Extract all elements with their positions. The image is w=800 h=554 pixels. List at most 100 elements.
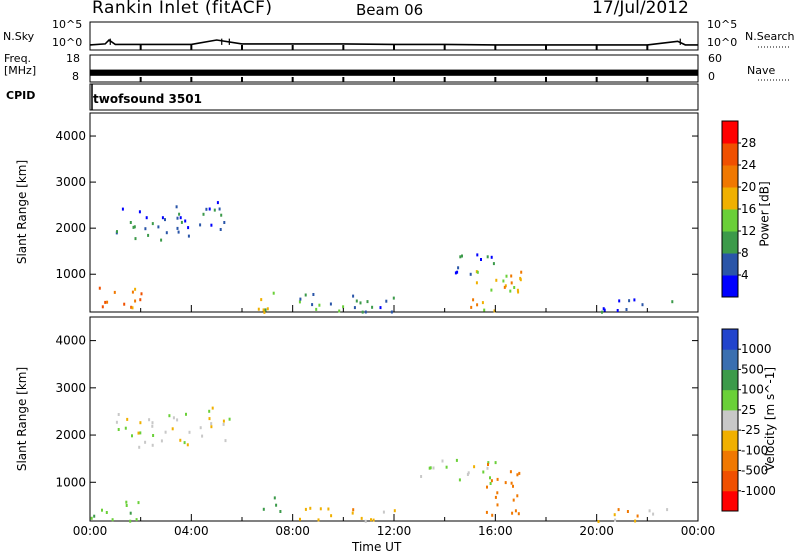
velocity-ytick-label-2: 3000: [55, 381, 86, 395]
power-cell: [510, 281, 513, 285]
velocity-cell: [489, 482, 492, 485]
power-cell: [461, 254, 463, 258]
date-title: 17/Jul/2012: [592, 0, 689, 18]
power-cell: [480, 258, 482, 261]
power-cell: [318, 303, 321, 307]
power-cell: [180, 220, 183, 224]
power-cell: [504, 284, 507, 288]
power-cell: [392, 296, 395, 300]
velocity-cell: [514, 509, 517, 513]
axes: 1000 2000 3000 4000 1000 2000 3000 4000 00:00 04:…: [55, 45, 715, 538]
velocity-cell: [90, 516, 93, 520]
velocity-cell: [93, 514, 96, 518]
nsearch-label: N.Search: [745, 30, 795, 43]
power-cell: [628, 299, 631, 303]
power-cell: [187, 226, 190, 230]
velocity-cbar-swatch-4: [722, 409, 738, 431]
velocity-cell: [327, 507, 330, 511]
velocity-cell: [429, 466, 432, 470]
velocity-cell: [129, 519, 132, 523]
power-cell: [220, 213, 223, 217]
velocity-cell: [496, 477, 499, 481]
velocity-cell: [210, 425, 213, 429]
velocity-cell: [486, 466, 489, 470]
power-cell: [176, 216, 179, 220]
power-cell: [113, 290, 116, 294]
power-cell: [671, 300, 674, 304]
velocity-cell: [494, 495, 497, 499]
power-cell: [633, 298, 636, 302]
power-cell: [157, 225, 160, 229]
velocity-cell: [299, 517, 301, 521]
velocity-cell: [304, 507, 307, 511]
velocity-cell: [487, 461, 490, 465]
velocity-cell: [467, 471, 470, 475]
velocity-cell: [511, 511, 514, 515]
power-cell: [264, 308, 267, 312]
power-cell: [483, 308, 486, 312]
velocity-cell: [512, 484, 514, 488]
power-cell: [213, 208, 216, 212]
power-cell: [390, 310, 393, 314]
velocity-cell: [613, 513, 616, 517]
power-cbar-tick-label-5: 24: [741, 158, 756, 172]
velocity-cell: [458, 478, 461, 482]
velocity-cell: [496, 491, 499, 495]
power-ytick-label-2: 3000: [55, 175, 86, 189]
x-axis-label: Time UT: [352, 540, 402, 554]
power-cbar-swatch-1: [722, 253, 738, 276]
power-cell: [476, 253, 479, 257]
velocity-cbar-swatch-1: [722, 470, 738, 492]
power-cell: [164, 218, 166, 222]
freq-series: [90, 69, 790, 81]
velocity-cbar-swatch-3: [722, 430, 738, 451]
power-cell: [379, 306, 382, 310]
velocity-cell: [382, 510, 385, 514]
power-cell: [134, 299, 137, 303]
power-cell: [177, 230, 180, 234]
velocity-cbar-swatch-5: [722, 389, 738, 411]
power-cell: [385, 299, 388, 303]
x-tick-label-6: 00:00: [681, 524, 716, 538]
velocity-cell: [634, 519, 637, 523]
velocity-cell: [364, 519, 367, 523]
velocity-cell: [168, 414, 171, 418]
velocity-cbar-swatch-0: [722, 490, 738, 512]
velocity-cell: [319, 507, 322, 511]
nsearch-tick-top: 10^5: [707, 18, 738, 31]
velocity-cell: [208, 409, 211, 413]
velocity-cell: [262, 507, 265, 511]
power-cell: [490, 288, 493, 292]
velocity-cell: [101, 508, 103, 512]
velocity-cell: [138, 445, 141, 449]
power-cell: [205, 207, 208, 211]
power-cell: [132, 225, 135, 229]
velocity-cbar-swatch-7: [722, 349, 738, 370]
velocity-cbar-swatch-8: [722, 329, 738, 350]
power-cell: [216, 201, 219, 205]
velocity-cell: [512, 498, 515, 502]
velocity-cell: [188, 430, 191, 434]
power-cell: [260, 298, 263, 302]
velocity-cell: [105, 511, 108, 514]
velocity-cell: [222, 419, 225, 423]
power-cell: [202, 212, 205, 216]
beam-title: Beam 06: [356, 1, 424, 19]
power-cell: [459, 255, 462, 259]
velocity-cell: [152, 434, 155, 437]
freq-label-line1: Freq.: [4, 52, 32, 65]
velocity-cell: [652, 512, 655, 516]
power-cell: [129, 221, 132, 224]
freq-tick-bottom: 8: [72, 70, 79, 83]
velocity-cell: [125, 504, 128, 507]
power-cell: [481, 301, 484, 305]
velocity-cell: [352, 508, 355, 512]
power-cell: [502, 279, 505, 283]
power-cell: [312, 293, 315, 296]
power-cell: [457, 266, 460, 270]
velocity-cell: [441, 459, 444, 463]
velocity-cell: [393, 509, 396, 513]
power-cell: [454, 271, 457, 275]
power-ytick-label-1: 2000: [55, 221, 86, 235]
velocity-cell: [626, 510, 629, 513]
